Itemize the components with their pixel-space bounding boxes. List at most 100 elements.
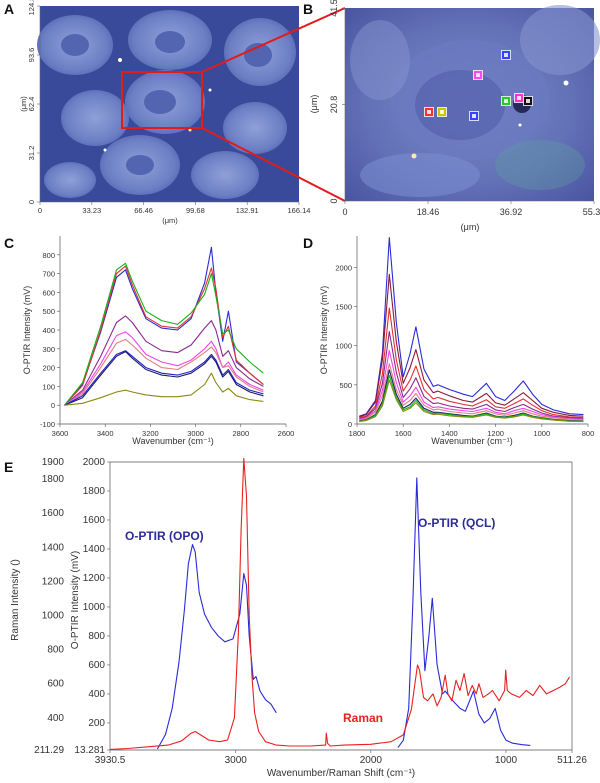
panel-c-y-tick: 700 — [42, 270, 55, 279]
panel-c-y-tick: 0 — [51, 401, 55, 410]
panel-e-label: E — [4, 459, 13, 475]
panel-e-series-line — [156, 544, 277, 750]
panel-d-series-line — [359, 374, 584, 422]
panel-d-label: D — [303, 235, 313, 251]
panel-b-y-tick: 20.8 — [329, 96, 339, 114]
panel-d-series-line — [359, 379, 584, 423]
measurement-marker — [469, 111, 479, 121]
panel-c-x-tick: 3200 — [142, 429, 159, 438]
panel-e-x-tick: 511.26 — [557, 755, 587, 766]
panel-d-y-tick: 500 — [339, 381, 352, 390]
panel-c-series-line — [64, 262, 264, 406]
panel-b-x-tick: 0 — [342, 207, 347, 217]
panel-a-y-ticks: 0 31.2 62.4 93.6 124.8 — [27, 0, 40, 204]
panel-d-y-tick: 1000 — [335, 342, 352, 351]
panel-b-x-tick: 36.92 — [500, 207, 523, 217]
panel-b-y-unit: (μm) — [309, 95, 319, 114]
panel-e-left-tick: 1600 — [42, 508, 65, 519]
panel-d-x-tick: 1400 — [441, 429, 458, 438]
panel-c-series-line — [64, 338, 264, 406]
measurement-marker — [501, 96, 511, 106]
panel-e-right-tick: 1400 — [83, 544, 106, 555]
panel-c-y-ticks: -100 0 100 200 300 400 500 600 700 800 — [40, 251, 60, 429]
measurement-marker — [514, 93, 524, 103]
panel-b-texture — [350, 5, 600, 197]
panel-c-y-tick: 100 — [42, 382, 55, 391]
panel-d-x-tick: 800 — [582, 429, 595, 438]
measurement-marker — [437, 107, 447, 117]
panel-e-right-tick: 13.281 — [74, 745, 105, 756]
panel-e-left-tick: 600 — [47, 679, 64, 690]
panel-e-left-tick: 400 — [47, 713, 64, 724]
panel-a-x-tick: 66.46 — [134, 206, 153, 215]
panel-c-series-line — [64, 315, 264, 406]
panel-d-series-line — [359, 307, 584, 419]
panel-b-y-tick: 41.5 — [329, 0, 339, 17]
panel-e-x-tick: 3000 — [225, 755, 248, 766]
panel-d: D 1800 1600 1400 1200 1000 800 0 500 1000 1500 20… — [303, 235, 594, 446]
panel-c-series-line — [64, 331, 264, 406]
panel-e-left-tick: 1900 — [42, 457, 65, 468]
panel-c-x-tick: 2600 — [278, 429, 295, 438]
panel-d-series-line — [359, 331, 584, 420]
panel-d-x-ticks: 1800 1600 1400 1200 1000 800 — [349, 424, 595, 438]
panel-e-right-tick: 200 — [88, 718, 105, 729]
panel-a-y-tick: 62.4 — [27, 97, 36, 112]
panel-e-left-tick: 800 — [47, 645, 64, 656]
panel-e-right-tick: 1600 — [83, 515, 106, 526]
panel-b-y-ticks: 0 20.8 41.5 — [329, 0, 345, 204]
annotation-opo: O-PTIR (OPO) — [125, 529, 204, 543]
panel-c-series-line — [64, 372, 264, 406]
panel-e-right-tick: 1000 — [83, 602, 106, 613]
panel-c-y-tick: 400 — [42, 326, 55, 335]
panel-a-zoom-box — [121, 71, 203, 129]
panel-b: B 0 18.46 36.92 55.38 0 20.8 41.5 (μm) (μm) — [303, 0, 600, 232]
panel-a: A 0 33.23 66.46 99.68 132.91 166.14 — [4, 0, 310, 225]
panel-c-series-line — [64, 350, 264, 406]
panel-c-label: C — [4, 235, 14, 251]
panel-e-right-ticks: 13.281 200 400 600 800 1000 1200 1400 1600 1800 20… — [74, 457, 110, 756]
panel-a-x-tick: 132.91 — [236, 206, 259, 215]
panel-c-series-line — [64, 265, 264, 406]
panel-d-series-line — [359, 237, 584, 417]
annotation-qcl: O-PTIR (QCL) — [418, 516, 495, 530]
panel-d-x-tick: 1600 — [395, 429, 412, 438]
panel-c-x-ticks: 3600 3400 3200 3000 2800 2600 — [52, 424, 295, 438]
panel-e-right-tick: 1800 — [83, 486, 106, 497]
panel-c-y-tick: 800 — [42, 251, 55, 260]
panel-c: C 3600 3400 3200 3000 2800 2600 -100 0 100 200 30… — [4, 235, 294, 446]
measurement-marker — [523, 96, 533, 106]
panel-a-y-unit: (μm) — [19, 96, 28, 112]
panel-e-right-tick: 1200 — [83, 573, 106, 584]
panel-d-y-tick: 1500 — [335, 303, 352, 312]
panel-a-y-tick: 93.6 — [27, 48, 36, 63]
panel-a-x-unit: (μm) — [162, 216, 178, 225]
panel-a-y-tick: 0 — [27, 200, 36, 204]
panel-d-x-tick: 1800 — [349, 429, 366, 438]
panel-e-left-tick: 1400 — [42, 542, 65, 553]
panel-d-x-tick: 1200 — [487, 429, 504, 438]
panel-b-x-tick: 18.46 — [417, 207, 440, 217]
panel-d-x-tick: 1000 — [533, 429, 550, 438]
panel-c-y-tick: 300 — [42, 345, 55, 354]
panel-e-x-tick: 3930.5 — [95, 755, 126, 766]
panel-e-left-ticks: 211.29 400 600 800 1000 1200 1400 1600 1800 1900 — [34, 457, 64, 756]
measurement-marker — [473, 70, 483, 80]
panel-e-x-tick: 1000 — [495, 755, 518, 766]
panel-e-series — [110, 458, 570, 750]
panel-a-cells — [37, 10, 296, 199]
panel-b-label: B — [303, 1, 313, 17]
panel-c-y-tick: 600 — [42, 288, 55, 297]
panel-c-series — [64, 246, 264, 406]
panel-e-left-tick: 1000 — [42, 610, 65, 621]
panel-d-y-tick: 2000 — [335, 263, 352, 272]
panel-d-y-tick: 0 — [348, 420, 352, 429]
panel-e-left-label: Raman Intensity () — [10, 559, 21, 641]
panel-b-markers — [424, 50, 533, 121]
panel-e-series-line — [110, 458, 570, 750]
panel-a-x-tick: 0 — [38, 206, 42, 215]
panel-e-left-tick: 1200 — [42, 576, 65, 587]
panel-e-left-tick: 211.29 — [34, 745, 64, 756]
panel-b-x-unit: (μm) — [461, 222, 480, 232]
